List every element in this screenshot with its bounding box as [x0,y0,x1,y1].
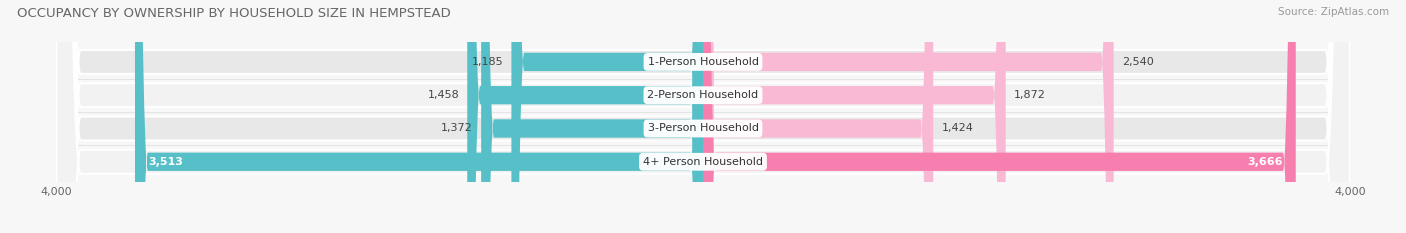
Text: 3,666: 3,666 [1247,157,1282,167]
FancyBboxPatch shape [481,0,703,233]
FancyBboxPatch shape [135,0,703,233]
Text: 1,458: 1,458 [427,90,460,100]
FancyBboxPatch shape [703,0,934,233]
Text: 1-Person Household: 1-Person Household [648,57,758,67]
Text: 1,872: 1,872 [1014,90,1046,100]
Text: OCCUPANCY BY OWNERSHIP BY HOUSEHOLD SIZE IN HEMPSTEAD: OCCUPANCY BY OWNERSHIP BY HOUSEHOLD SIZE… [17,7,450,20]
Text: 3-Person Household: 3-Person Household [648,123,758,134]
FancyBboxPatch shape [703,0,1005,233]
FancyBboxPatch shape [512,0,703,233]
FancyBboxPatch shape [56,0,1350,233]
Text: 1,185: 1,185 [471,57,503,67]
Text: Source: ZipAtlas.com: Source: ZipAtlas.com [1278,7,1389,17]
FancyBboxPatch shape [467,0,703,233]
Text: 3,513: 3,513 [148,157,183,167]
Text: 2,540: 2,540 [1122,57,1153,67]
Text: 1,372: 1,372 [441,123,472,134]
FancyBboxPatch shape [56,0,1350,233]
FancyBboxPatch shape [56,0,1350,233]
FancyBboxPatch shape [56,0,1350,233]
FancyBboxPatch shape [703,0,1114,233]
Text: 4+ Person Household: 4+ Person Household [643,157,763,167]
Text: 1,424: 1,424 [942,123,973,134]
Text: 2-Person Household: 2-Person Household [647,90,759,100]
FancyBboxPatch shape [703,0,1296,233]
